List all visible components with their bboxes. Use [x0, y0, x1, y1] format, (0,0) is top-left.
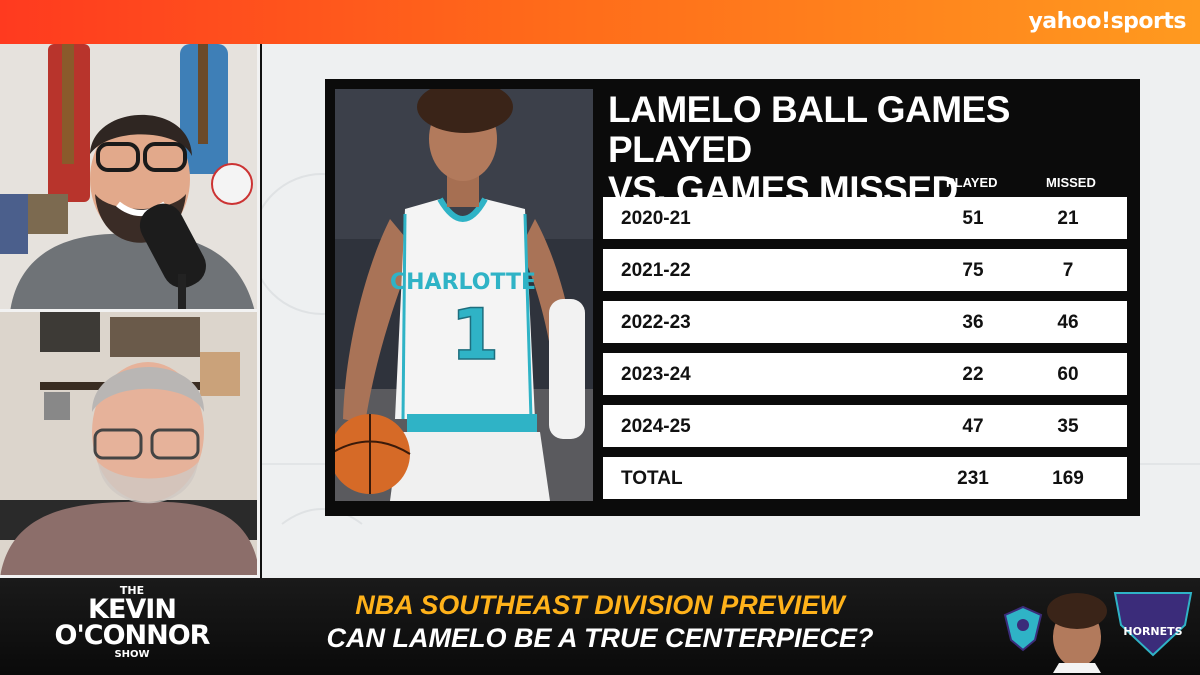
missed-cell: 169	[1052, 468, 1084, 489]
show-logo-kevin: KEVIN	[88, 594, 177, 625]
table-row: 2023-24 22 60	[603, 353, 1127, 395]
missed-cell: 21	[1057, 208, 1079, 229]
season-cell: 2024-25	[621, 416, 691, 437]
table-row: 2022-23 36 46	[603, 301, 1127, 343]
jersey-number: 1	[451, 294, 500, 376]
played-cell: 51	[962, 208, 984, 229]
headline-line-2: CAN LAMELO BE A TRUE CENTERPIECE?	[326, 623, 874, 653]
played-cell: 231	[957, 468, 989, 489]
season-cell: TOTAL	[621, 468, 683, 489]
table-row-total: TOTAL 231 169	[603, 457, 1127, 499]
played-cell: 36	[962, 312, 984, 333]
host-video-icon	[0, 44, 257, 309]
graphic-title: LAMELO BALL GAMES PLAYED VS. GAMES MISSE…	[608, 90, 1128, 210]
season-cell: 2020-21	[621, 208, 691, 229]
player-photo: CHARLOTTE 1	[335, 89, 593, 501]
show-logo-oconnor: O'CONNOR	[54, 620, 211, 651]
top-bar	[0, 0, 1200, 44]
host-camera-feed	[0, 44, 260, 312]
table-row: 2024-25 47 35	[603, 405, 1127, 447]
show-logo: THE KEVIN O'CONNOR SHOW	[52, 582, 212, 672]
season-cell: 2022-23	[621, 312, 691, 333]
table-row: 2021-22 75 7	[603, 249, 1127, 291]
played-column-header: PLAYED	[946, 175, 998, 190]
table-row: 2020-21 51 21	[603, 197, 1127, 239]
player-photo-icon: CHARLOTTE 1	[335, 89, 593, 501]
title-line-1: LAMELO BALL GAMES PLAYED	[608, 89, 1010, 170]
hornets-logo-icon: HORNETS	[1003, 592, 1193, 673]
season-cell: 2023-24	[621, 364, 691, 385]
missed-cell: 46	[1057, 312, 1079, 333]
yahoo-sports-logo: yahoo!sports	[1028, 9, 1186, 34]
show-logo-the: THE	[119, 584, 145, 597]
jersey-text: CHARLOTTE	[390, 270, 536, 295]
hornets-wordmark: HORNETS	[1123, 625, 1182, 638]
lower-third-bar	[0, 578, 1200, 675]
season-cell: 2021-22	[621, 260, 691, 281]
missed-cell: 60	[1057, 364, 1079, 385]
played-cell: 47	[962, 416, 984, 437]
missed-column-header: MISSED	[1046, 175, 1096, 190]
show-logo-show: SHOW	[114, 649, 150, 660]
headline-line-1: NBA SOUTHEAST DIVISION PREVIEW	[355, 590, 845, 620]
team-logos: HORNETS	[995, 585, 1195, 673]
played-cell: 22	[962, 364, 984, 385]
played-cell: 75	[962, 260, 984, 281]
guest-camera-feed	[0, 312, 260, 578]
missed-cell: 35	[1057, 416, 1079, 437]
missed-cell: 7	[1062, 260, 1074, 281]
guest-video-icon	[0, 312, 257, 575]
